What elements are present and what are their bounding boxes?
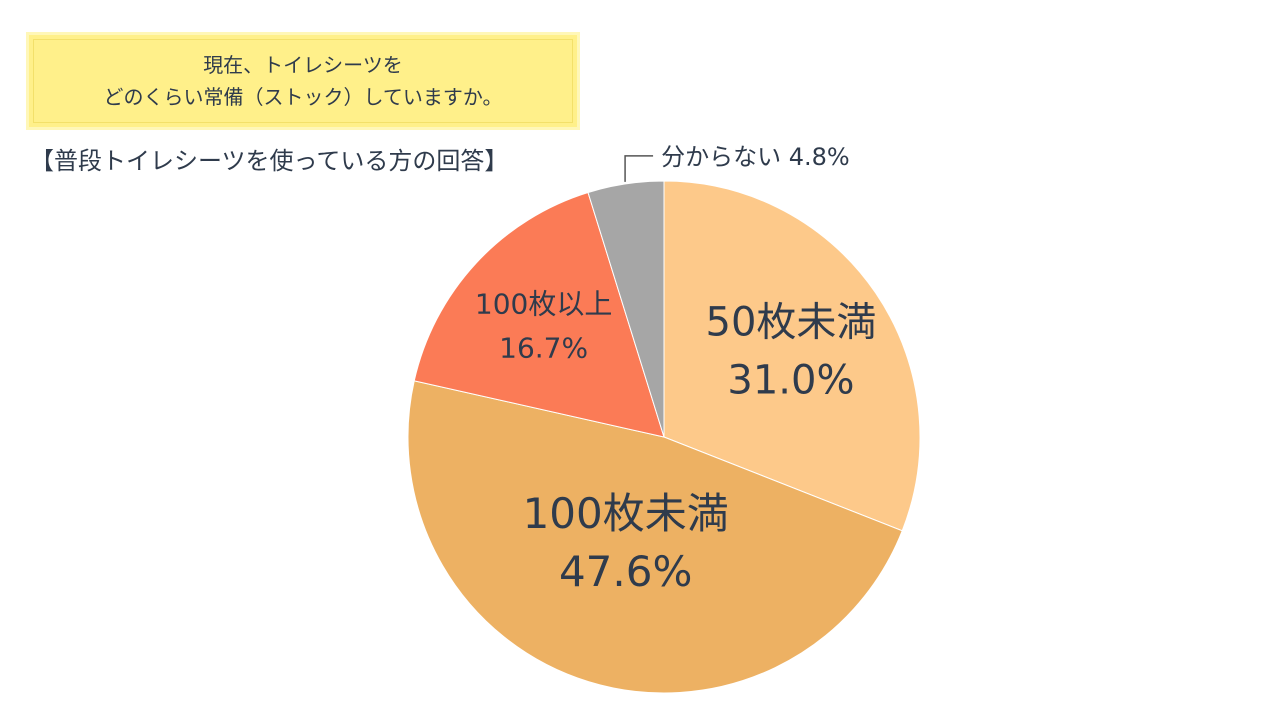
pie-slice-2 xyxy=(407,380,903,694)
slice-label-3: 100枚以上 xyxy=(475,288,612,321)
slice-value-label-1: 31.0% xyxy=(727,358,854,404)
question-box: 現在、トイレシーツを どのくらい常備（ストック）していますか。 xyxy=(26,32,580,130)
slice-label-1: 50枚未満 xyxy=(706,300,877,346)
external-slice-label: 分からない 4.8% xyxy=(661,143,850,171)
slice-value-label-3: 16.7% xyxy=(499,332,588,365)
slice-label-2: 100枚未満 xyxy=(523,489,729,538)
chart-subtitle: 【普段トイレシーツを使っている方の回答】 xyxy=(30,147,509,175)
slice-value-label-2: 47.6% xyxy=(559,547,692,596)
pie-slice-3 xyxy=(413,191,665,438)
leader-line xyxy=(624,155,654,182)
question-line-1: 現在、トイレシーツを xyxy=(203,53,403,77)
question-line-2: どのくらい常備（ストック）していますか。 xyxy=(103,85,503,109)
pie-slice-4 xyxy=(587,180,665,438)
pie-slice-1 xyxy=(663,180,921,532)
